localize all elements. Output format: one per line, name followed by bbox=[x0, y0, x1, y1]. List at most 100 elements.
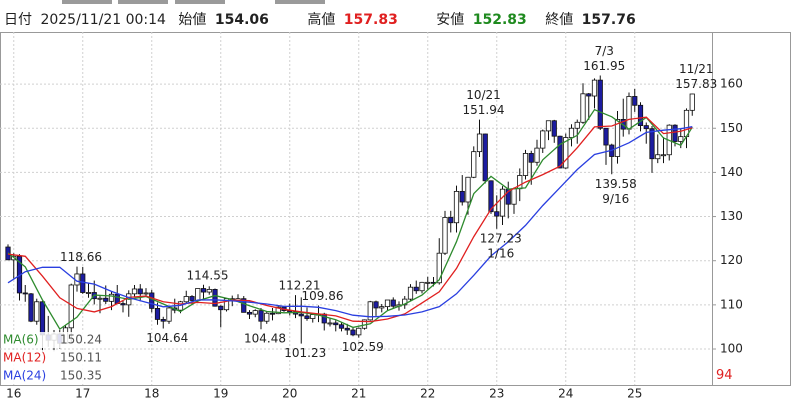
candle-body bbox=[534, 147, 540, 163]
annotation-date: 11/21 bbox=[679, 62, 714, 76]
candle-body bbox=[28, 293, 34, 322]
candle-body bbox=[586, 93, 592, 97]
header-date: 2025/11/21 00:14 bbox=[40, 12, 166, 28]
x-tick-label: 21 bbox=[351, 387, 366, 401]
candle-body bbox=[379, 306, 385, 309]
candle-body bbox=[511, 188, 517, 205]
y-tick-label: 120 bbox=[720, 253, 743, 267]
candle-body bbox=[465, 176, 471, 203]
candle-body bbox=[660, 154, 667, 157]
candle-body bbox=[304, 315, 310, 319]
candle-body bbox=[580, 93, 586, 123]
legend-value: 150.35 bbox=[60, 369, 102, 383]
candle-body bbox=[407, 286, 414, 300]
candle-body bbox=[597, 79, 603, 129]
candle-body bbox=[482, 133, 488, 182]
candle-body bbox=[591, 79, 598, 97]
candle-body bbox=[103, 297, 109, 302]
candle-body bbox=[643, 125, 649, 130]
annotation-date: 9/16 bbox=[602, 192, 629, 206]
candle-body bbox=[373, 301, 379, 309]
candle-body bbox=[258, 310, 264, 322]
annotation-value: 118.66 bbox=[60, 250, 102, 264]
candle-body bbox=[327, 322, 333, 325]
candle-body bbox=[85, 292, 92, 294]
candle-body bbox=[149, 292, 155, 309]
candle-body bbox=[298, 313, 304, 317]
y-tick-label: 130 bbox=[720, 209, 743, 223]
y-tick-label: 100 bbox=[720, 342, 743, 356]
x-tick-label: 22 bbox=[420, 387, 435, 401]
candle-body bbox=[603, 127, 609, 146]
candle-body bbox=[419, 281, 425, 292]
candle-body bbox=[310, 314, 316, 319]
candle-body bbox=[459, 190, 465, 203]
candle-body bbox=[540, 130, 546, 149]
legend-value: 150.24 bbox=[60, 333, 102, 347]
annotation-value: 161.95 bbox=[583, 59, 625, 73]
candle-body bbox=[183, 296, 189, 303]
candle-body bbox=[252, 310, 258, 315]
candle-body bbox=[367, 301, 373, 321]
tab[interactable] bbox=[118, 0, 168, 4]
annotation-value: 104.64 bbox=[146, 331, 188, 345]
candle-body bbox=[218, 305, 224, 311]
candle-body bbox=[241, 298, 247, 313]
candle-body bbox=[471, 151, 477, 178]
candle-body bbox=[655, 154, 661, 160]
ma-line bbox=[7, 116, 693, 323]
header-close: 157.76 bbox=[582, 12, 636, 28]
candle-body bbox=[574, 121, 580, 129]
candle-body bbox=[551, 120, 557, 137]
candle-body bbox=[522, 153, 529, 176]
candle-body bbox=[425, 281, 431, 284]
x-tick-label: 19 bbox=[213, 387, 228, 401]
candle-body bbox=[333, 322, 339, 326]
candle-body bbox=[108, 293, 115, 302]
legend-name: MA(24) bbox=[3, 369, 46, 383]
annotation-value: 112.21 bbox=[279, 279, 321, 293]
candle-body bbox=[22, 292, 28, 295]
candle-body bbox=[246, 311, 253, 315]
candle-body bbox=[568, 127, 575, 138]
candle-body bbox=[649, 128, 655, 160]
header-label: 高値 bbox=[307, 11, 335, 28]
candle-body bbox=[494, 211, 500, 217]
candle-body bbox=[154, 307, 161, 320]
candle-body bbox=[499, 188, 506, 217]
header-label: 始値 bbox=[178, 12, 206, 28]
tab[interactable] bbox=[62, 0, 112, 4]
candle-body bbox=[200, 288, 207, 293]
candle-body bbox=[637, 104, 644, 127]
candle-body bbox=[80, 273, 86, 293]
x-tick-label: 18 bbox=[144, 387, 159, 401]
tab[interactable] bbox=[175, 0, 225, 4]
candle-body bbox=[545, 120, 552, 132]
candle-body bbox=[131, 288, 138, 295]
candle-body bbox=[528, 153, 534, 163]
ma-line bbox=[7, 108, 693, 331]
lower-mark-label: 94 bbox=[716, 368, 733, 383]
annotation-value: 114.55 bbox=[187, 268, 229, 282]
candle-body bbox=[344, 327, 350, 331]
candle-body bbox=[338, 324, 345, 329]
candle-body bbox=[384, 299, 391, 308]
candle-body bbox=[275, 306, 281, 315]
annotation-value: 102.59 bbox=[342, 340, 384, 354]
candle-body bbox=[689, 93, 695, 111]
y-tick-label: 110 bbox=[720, 297, 743, 311]
tab[interactable] bbox=[275, 0, 325, 4]
candle-body bbox=[632, 96, 638, 106]
legend-bg bbox=[1, 350, 105, 366]
x-tick-label: 20 bbox=[282, 387, 297, 401]
candle-body bbox=[143, 292, 149, 295]
header-low: 152.83 bbox=[473, 12, 527, 28]
header-high: 157.83 bbox=[344, 12, 398, 28]
candle-body bbox=[166, 307, 172, 322]
candle-body bbox=[563, 137, 569, 169]
candle-body bbox=[264, 312, 270, 322]
candle-body bbox=[350, 329, 356, 336]
legend-bg bbox=[1, 332, 105, 348]
x-tick-label: 17 bbox=[75, 387, 90, 401]
